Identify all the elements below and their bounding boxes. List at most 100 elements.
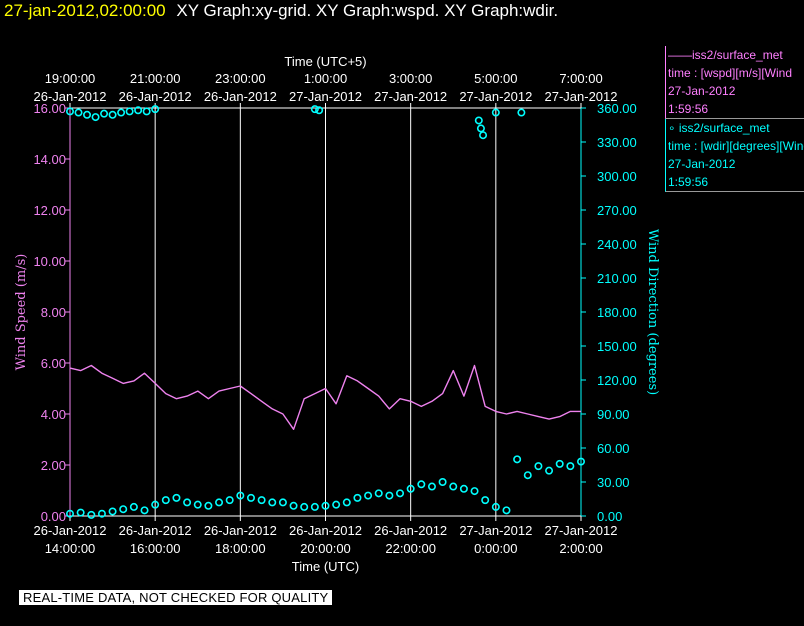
grid-lines (154, 108, 497, 516)
y-right-tick-label: 330.00 (597, 135, 637, 150)
x-top-tick-date: 27-Jan-2012 (289, 89, 362, 104)
wdir-point (310, 502, 319, 511)
x-bottom-tick-time: 0:00:00 (474, 541, 517, 556)
x-bottom-tick-date: 27-Jan-2012 (545, 523, 618, 538)
y-left-tick-label: 14.00 (33, 152, 66, 167)
wdir-point (257, 496, 266, 505)
x-top-tick-time: 1:00:00 (304, 71, 347, 86)
wspd-series (69, 364, 581, 430)
legend: ——iss2/surface_met time : [wspd][m/s][Wi… (665, 46, 804, 192)
wdir-point (246, 493, 255, 502)
wdir-point (300, 502, 309, 511)
wdir-point (576, 457, 585, 466)
y-right-tick-label: 180.00 (597, 305, 637, 320)
x-top-tick-date: 26-Jan-2012 (204, 89, 277, 104)
wdir-point (268, 498, 277, 507)
header-title: XY Graph:xy-grid. XY Graph:wspd. XY Grap… (176, 1, 559, 20)
x-top-tick-date: 26-Jan-2012 (119, 89, 192, 104)
wdir-point (417, 480, 426, 489)
wdir-point (385, 491, 394, 500)
y-right-tick-label: 240.00 (597, 237, 637, 252)
x-bottom-tick-time: 20:00:00 (300, 541, 351, 556)
wdir-point (97, 509, 106, 518)
y-left-tick-label: 16.00 (33, 101, 66, 116)
y-right-tick-label: 150.00 (597, 339, 637, 354)
y-left-tick-label: 4.00 (41, 407, 66, 422)
legend-wspd-name: ——iss2/surface_met (668, 48, 783, 62)
y-left-tick-label: 10.00 (33, 254, 66, 269)
wdir-point (183, 498, 192, 507)
wdir-point (545, 466, 554, 475)
y-right-tick-label: 210.00 (597, 271, 637, 286)
wdir-point (517, 108, 526, 117)
y-left-tick-label: 2.00 (41, 458, 66, 473)
wdir-point (353, 493, 362, 502)
wdir-point (566, 462, 575, 471)
wdir-point (117, 108, 126, 117)
wdir-point (83, 110, 92, 119)
wdir-point (406, 484, 415, 493)
x-bottom-tick-date: 27-Jan-2012 (459, 523, 532, 538)
header-datetime: 27-jan-2012,02:00:00 (4, 1, 166, 20)
wdir-point (129, 502, 138, 511)
y-right-tick-label: 270.00 (597, 203, 637, 218)
wdir-point (108, 507, 117, 516)
wdir-point (140, 506, 149, 515)
axis-labels: 0.00 2.00 4.00 6.00 8.00 10.00 12.00 14.00 16.00… (14, 54, 660, 574)
wdir-point (91, 113, 100, 122)
wdir-point (459, 484, 468, 493)
wdir-point (479, 131, 488, 140)
wdir-point (87, 510, 96, 519)
wdir-point (449, 482, 458, 491)
wdir-point (172, 493, 181, 502)
wdir-point (332, 500, 341, 509)
wdir-point (523, 471, 532, 480)
legend-wspd: ——iss2/surface_met time : [wspd][m/s][Wi… (665, 46, 804, 119)
wdir-point (289, 501, 298, 510)
wdir-point (321, 501, 330, 510)
wdir-point (66, 107, 75, 116)
x-bottom-tick-date: 26-Jan-2012 (204, 523, 277, 538)
wdir-point (438, 477, 447, 486)
x-bottom-tick-time: 16:00:00 (130, 541, 181, 556)
wdir-point (427, 482, 436, 491)
y-right-tick-label: 0.00 (597, 509, 622, 524)
wdir-point (125, 107, 134, 116)
wdir-point (161, 496, 170, 505)
legend-wspd-var: time : [wspd][m/s][Wind (668, 66, 793, 80)
wdir-point (502, 506, 511, 515)
wdir-series (66, 105, 585, 519)
x-top-tick-time: 3:00:00 (389, 71, 432, 86)
wdir-point (119, 505, 128, 514)
wdir-point (204, 501, 213, 510)
wdir-point (66, 509, 75, 518)
y-right-axis-label: Wind Direction (degrees) (645, 229, 660, 395)
wdir-point (481, 496, 490, 505)
x-bottom-tick-time: 14:00:00 (45, 541, 96, 556)
wdir-point (151, 105, 160, 114)
wspd-line (69, 364, 581, 430)
wdir-point (396, 489, 405, 498)
wdir-point (151, 500, 160, 509)
y-right-tick-label: 90.00 (597, 407, 630, 422)
x-top-tick-date: 27-Jan-2012 (459, 89, 532, 104)
legend-wdir-var: time : [wdir][degrees][Wind (668, 139, 804, 153)
x-top-tick-time: 19:00:00 (45, 71, 96, 86)
legend-wdir-time: 1:59:56 (668, 175, 709, 189)
legend-wdir: ∘ iss2/surface_met time : [wdir][degrees… (665, 119, 804, 192)
wdir-point (476, 124, 485, 133)
legend-wdir-date: 27-Jan-2012 (668, 157, 736, 171)
wdir-point (278, 498, 287, 507)
x-axis-label: Time (UTC) (292, 559, 359, 574)
wdir-point (555, 459, 564, 468)
wdir-point (470, 487, 479, 496)
wdir-point (76, 508, 85, 517)
y-left-tick-label: 8.00 (41, 305, 66, 320)
wdir-point (342, 498, 351, 507)
wdir-point (215, 498, 224, 507)
wdir-point (74, 108, 83, 117)
wdir-point (108, 110, 117, 119)
wdir-point (364, 491, 373, 500)
y-left-tick-label: 6.00 (41, 356, 66, 371)
